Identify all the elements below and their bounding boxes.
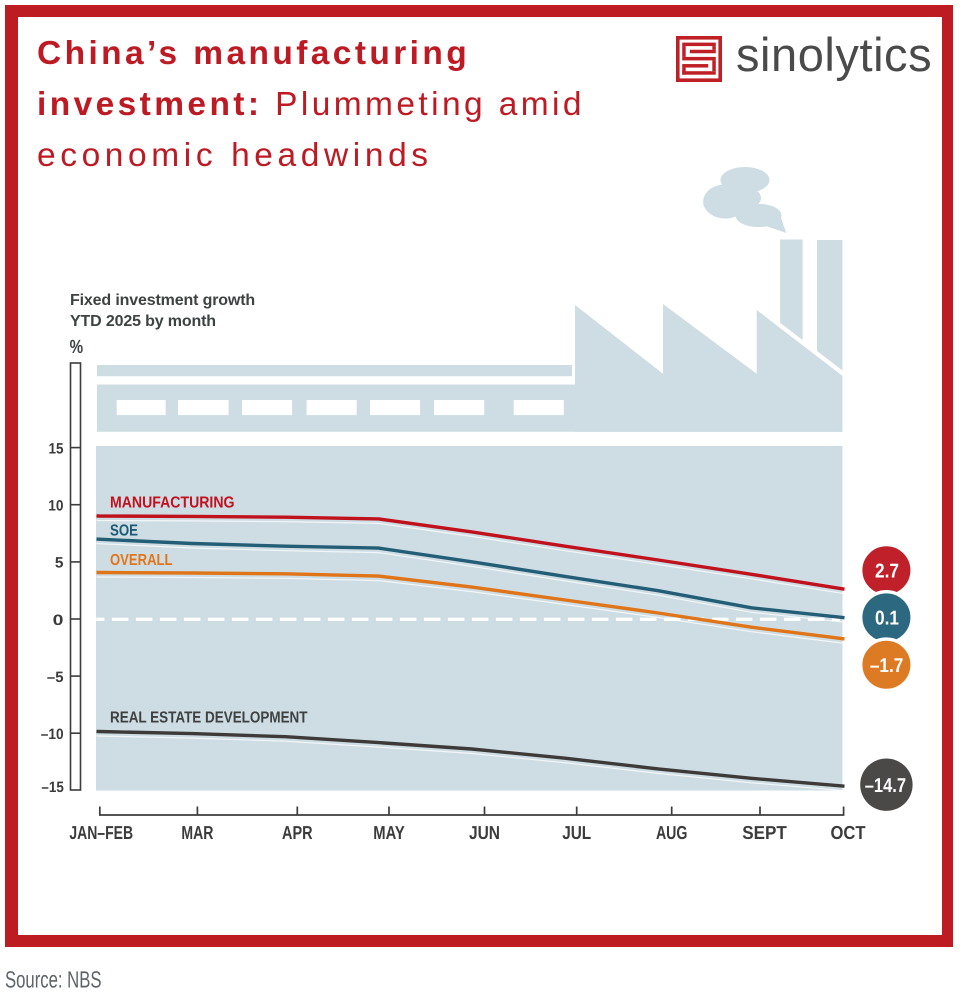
svg-text:SOE: SOE <box>110 522 138 539</box>
svg-text:10: 10 <box>48 498 63 515</box>
svg-text:OVERALL: OVERALL <box>110 552 173 569</box>
svg-text:–5: –5 <box>47 669 64 686</box>
svg-text:MAY: MAY <box>373 822 405 843</box>
svg-text:OCT: OCT <box>831 822 866 843</box>
svg-text:REAL ESTATE DEVELOPMENT: REAL ESTATE DEVELOPMENT <box>110 710 308 727</box>
svg-text:2.7: 2.7 <box>875 561 899 583</box>
svg-text:15: 15 <box>49 440 64 457</box>
svg-text:JUL: JUL <box>562 822 591 843</box>
svg-text:JAN–FEB: JAN–FEB <box>69 822 133 843</box>
svg-text:5: 5 <box>55 555 64 572</box>
svg-text:–14.7: –14.7 <box>865 775 906 797</box>
svg-text:JUN: JUN <box>469 822 500 843</box>
svg-text:–1.7: –1.7 <box>870 655 904 677</box>
svg-text:APR: APR <box>282 822 313 843</box>
svg-text:Source: NBS: Source: NBS <box>5 967 102 993</box>
svg-text:MAR: MAR <box>181 822 213 843</box>
svg-text:0: 0 <box>53 612 64 629</box>
svg-text:–15: –15 <box>41 779 63 796</box>
svg-text:AUG: AUG <box>656 822 688 843</box>
svg-text:SEPT: SEPT <box>742 822 787 843</box>
svg-text:0.1: 0.1 <box>875 608 899 630</box>
svg-text:%: % <box>70 337 84 358</box>
svg-text:MANUFACTURING: MANUFACTURING <box>110 494 235 511</box>
svg-text:–10: –10 <box>41 726 64 743</box>
